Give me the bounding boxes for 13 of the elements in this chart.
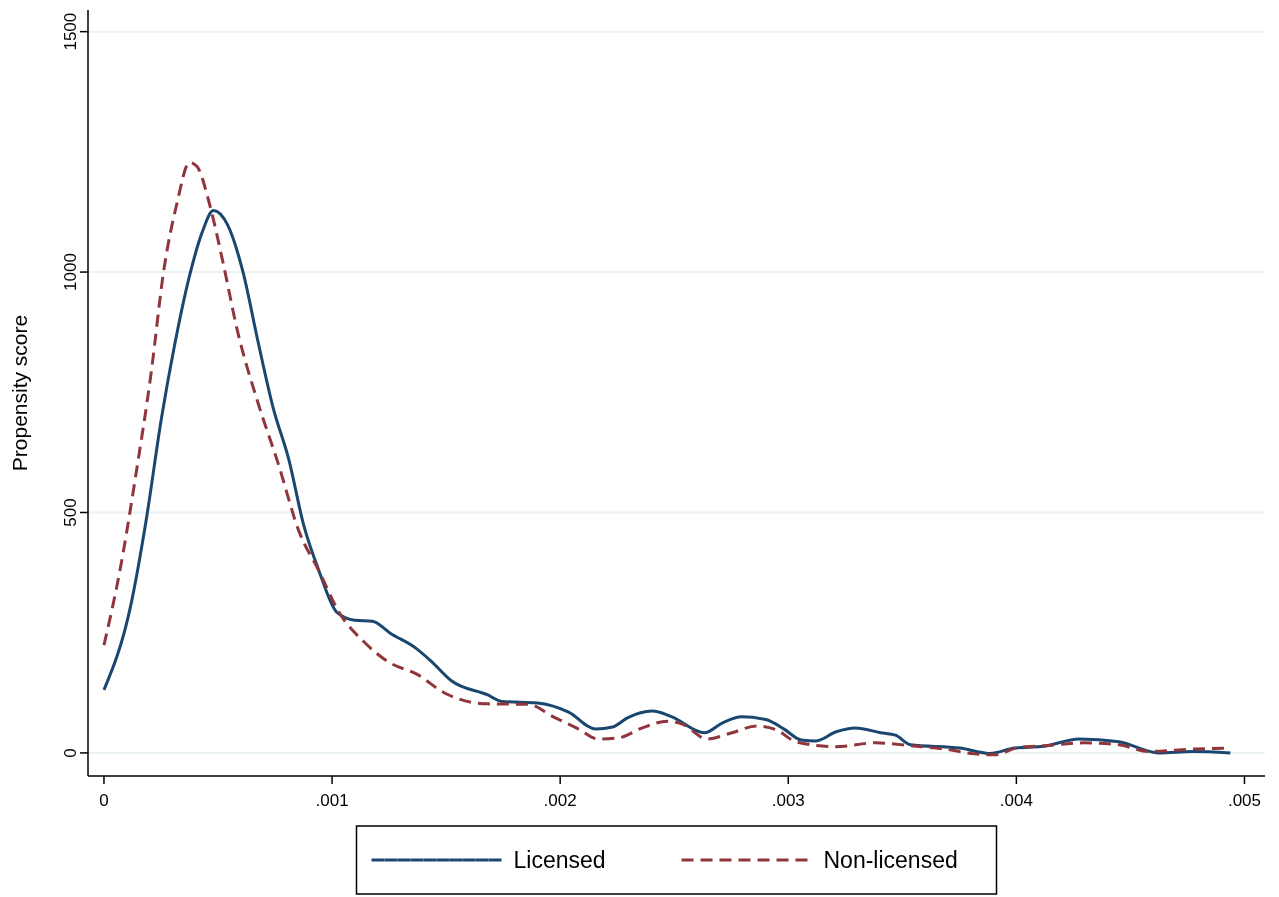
legend-label: Licensed (513, 847, 606, 873)
y-axis-title: Propensity score (8, 314, 31, 472)
y-tick-label: 1000 (61, 253, 80, 291)
x-tick-label: .001 (315, 791, 349, 810)
x-tick-label: .005 (1227, 791, 1262, 810)
x-tick-label: .003 (771, 791, 805, 810)
x-tick-label: .002 (543, 791, 577, 810)
y-tick-label: 0 (61, 748, 80, 758)
legend-label: Non-licensed (823, 847, 958, 873)
y-tick-label: 1500 (61, 12, 80, 51)
y-tick-label: 500 (61, 498, 80, 527)
x-tick-label: .004 (999, 791, 1033, 810)
x-tick-label: 0 (99, 791, 109, 810)
